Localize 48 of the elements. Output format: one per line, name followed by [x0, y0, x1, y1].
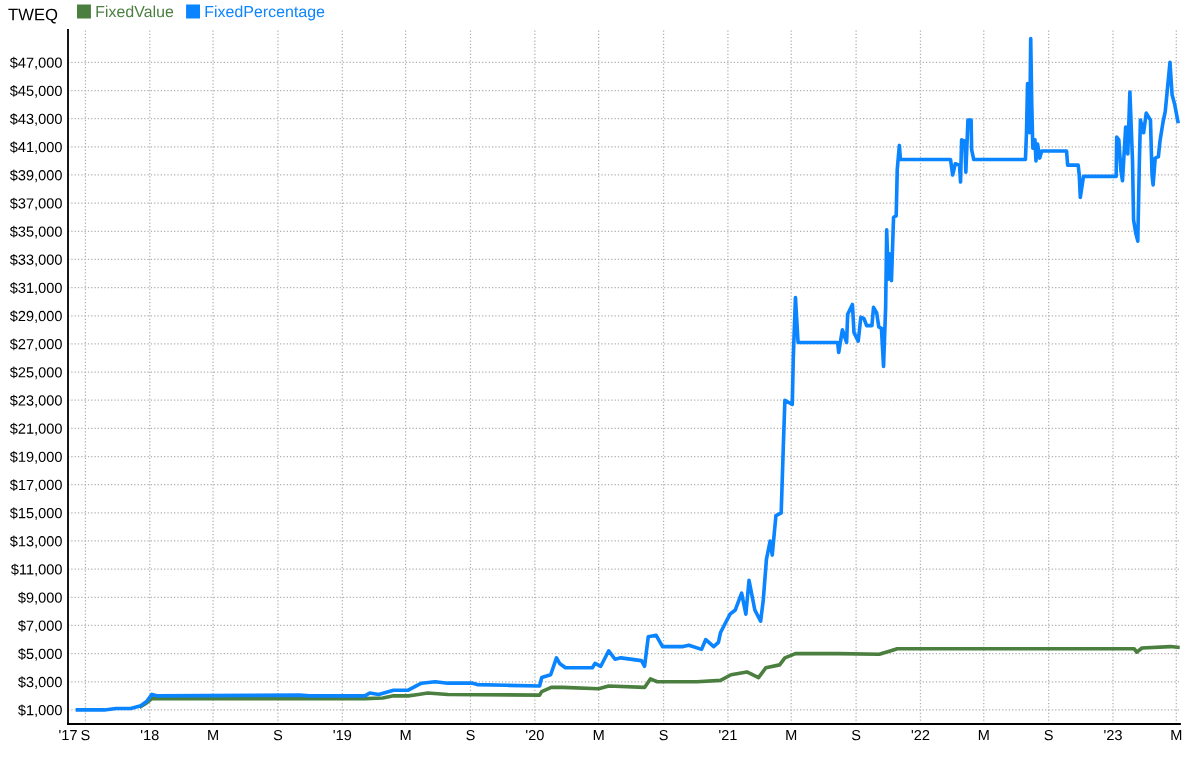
- line-series: [75, 36, 1180, 712]
- x-tick-label: M: [400, 730, 411, 741]
- y-tick-label: $3,000: [18, 676, 62, 689]
- y-tick-label: $13,000: [9, 535, 62, 549]
- x-tick-label: S: [1044, 729, 1053, 741]
- y-tick-label: $31,000: [9, 282, 62, 295]
- y-tick-label: $1,000: [18, 704, 62, 718]
- y-tick-label: $35,000: [9, 225, 62, 239]
- x-tick-label: M: [978, 730, 989, 741]
- legend-label: FixedPercentage: [205, 5, 325, 21]
- y-tick-label: $15,000: [9, 507, 62, 520]
- y-tick-label: $33,000: [9, 253, 62, 267]
- chart-title: TWEQ: [8, 8, 58, 24]
- x-tick-label: M: [593, 730, 604, 741]
- y-tick-label: $9,000: [18, 591, 62, 605]
- legend-label: FixedValue: [96, 5, 174, 18]
- y-tick-label: $43,000: [9, 113, 62, 126]
- y-tick-label: $39,000: [9, 169, 62, 183]
- x-tick-label: S: [81, 729, 90, 741]
- y-tick-label: $7,000: [18, 619, 62, 633]
- y-tick-label: $37,000: [9, 197, 62, 211]
- x-tick-label: '21: [719, 729, 737, 741]
- x-tick-label: S: [851, 729, 861, 741]
- x-tick-label: S: [273, 729, 283, 741]
- y-tick-label: $41,000: [9, 141, 62, 154]
- x-tick-label: M: [208, 730, 218, 741]
- x-tick-label: '22: [911, 729, 930, 741]
- y-tick-label: $25,000: [9, 366, 62, 380]
- x-tick-label: '20: [526, 729, 544, 741]
- y-tick-label: $29,000: [9, 310, 62, 323]
- y-tick-label: $19,000: [9, 451, 62, 464]
- y-tick-label: $21,000: [9, 422, 62, 436]
- x-tick-label: '19: [333, 729, 352, 741]
- y-tick-label: $5,000: [18, 648, 62, 661]
- y-tick-label: $47,000: [9, 56, 62, 70]
- y-tick-label: $11,000: [10, 563, 62, 577]
- x-tick-label: M: [786, 730, 797, 741]
- x-tick-label: '18: [141, 729, 159, 741]
- x-tick-label: M: [1171, 730, 1182, 741]
- y-tick-label: $27,000: [9, 338, 62, 352]
- y-tick-label: $45,000: [9, 85, 62, 98]
- line-series: [138, 644, 1180, 709]
- x-tick-label: '23: [1104, 729, 1122, 741]
- x-tick-label: S: [466, 729, 475, 741]
- x-tick-label: '17: [59, 730, 77, 741]
- y-tick-label: $17,000: [9, 479, 62, 492]
- y-tick-label: $23,000: [9, 394, 62, 408]
- x-tick-label: S: [659, 729, 668, 741]
